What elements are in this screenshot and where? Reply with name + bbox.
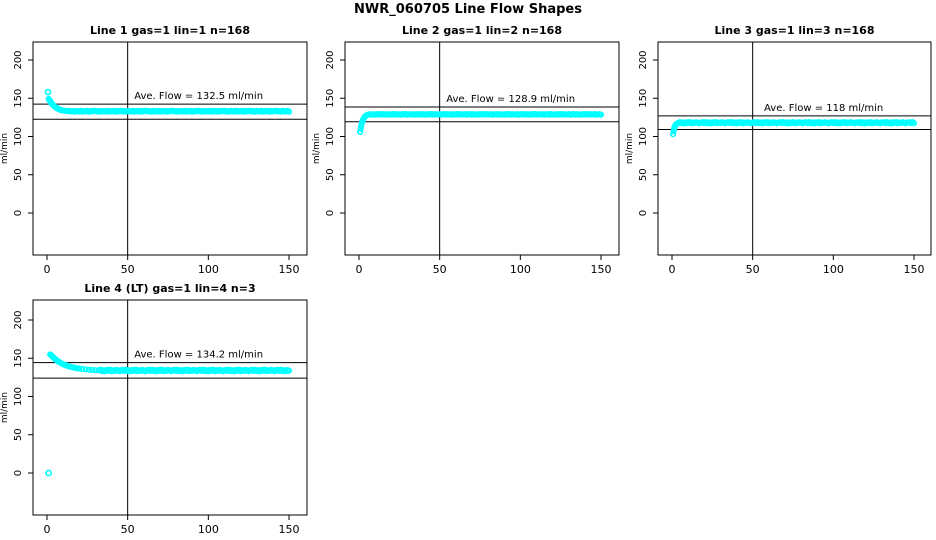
- ave-flow-text: Ave. Flow = 132.5 ml/min: [134, 91, 263, 102]
- x-tick-label: 0: [44, 523, 51, 536]
- plot-box: [344, 41, 620, 256]
- x-tick-label: 150: [590, 263, 611, 276]
- y-tick-label: 0: [638, 210, 649, 216]
- panel1-title: Line 1 gas=1 lin=1 n=168: [89, 24, 250, 37]
- data-point: [910, 120, 918, 127]
- data-points: [357, 110, 605, 136]
- y-tick-label: 50: [13, 428, 24, 441]
- ave-flow-annotation: Ave. Flow = 132.5 ml/min: [134, 91, 263, 102]
- y-tick-label: 100: [13, 387, 24, 406]
- plot-box: [32, 299, 308, 516]
- y-tick-label: 0: [13, 210, 24, 216]
- x-tick-label: 150: [903, 263, 924, 276]
- y-tick-label: 50: [13, 168, 24, 181]
- ave-flow-annotation: Ave. Flow = 134.2 ml/min: [134, 350, 263, 361]
- data-point: [285, 108, 293, 115]
- y-axis-label: ml/min: [625, 133, 635, 164]
- y-axis-label: ml/min: [312, 133, 322, 164]
- ave-flow-annotation: Ave. Flow = 128.9 ml/min: [446, 94, 575, 105]
- chart-panel-line3: 0 50 100 150 0 50 100 150 200 ml/min Ave. Flow = 1…: [625, 41, 932, 276]
- reference-lines: [33, 362, 307, 379]
- plot-box: [657, 41, 932, 256]
- x-tick-label: 0: [669, 263, 676, 276]
- data-point: [357, 128, 364, 136]
- plot-box: [32, 41, 308, 256]
- ave-flow-text: Ave. Flow = 128.9 ml/min: [446, 94, 575, 105]
- y-tick-label: 200: [325, 50, 336, 69]
- y-axis-label: ml/min: [0, 392, 10, 423]
- ave-flow-text: Ave. Flow = 134.2 ml/min: [134, 350, 263, 361]
- y-axis: 0 50 100 150 200 ml/min: [625, 50, 658, 216]
- data-point: [285, 367, 293, 374]
- y-tick-label: 100: [325, 127, 336, 146]
- y-tick-label: 150: [325, 89, 336, 108]
- x-axis: 0 50 100 150: [44, 515, 299, 536]
- reference-lines: [658, 115, 931, 130]
- y-tick-label: 0: [325, 210, 336, 216]
- y-tick-label: 100: [13, 127, 24, 146]
- x-axis: 0 50 100 150: [356, 255, 611, 276]
- y-tick-label: 0: [13, 470, 24, 476]
- y-tick-label: 150: [638, 89, 649, 108]
- y-tick-label: 150: [13, 349, 24, 368]
- chart-panel-line4: 0 50 100 150 0 50 100 150 200 ml/min Ave. Flow = 1…: [0, 299, 308, 536]
- ave-flow-annotation: Ave. Flow = 118 ml/min: [764, 103, 883, 114]
- y-tick-label: 200: [13, 310, 24, 329]
- x-tick-label: 50: [121, 263, 135, 276]
- y-tick-label: 50: [325, 168, 336, 181]
- data-point: [79, 365, 86, 373]
- y-tick-label: 150: [13, 89, 24, 108]
- x-axis: 0 50 100 150: [44, 255, 299, 276]
- panel3-title: Line 3 gas=1 lin=3 n=168: [714, 24, 875, 37]
- x-tick-label: 150: [278, 523, 299, 536]
- x-tick-label: 50: [433, 263, 447, 276]
- reference-lines: [345, 106, 619, 123]
- y-tick-label: 50: [638, 168, 649, 181]
- chart-panel-line1: 0 50 100 150 0 50 100 150 200 ml/min Ave. Flow = 1…: [0, 41, 308, 276]
- data-points: [44, 88, 293, 115]
- y-tick-label: 100: [638, 127, 649, 146]
- panel4-title: Line 4 (LT) gas=1 lin=4 n=3: [84, 282, 256, 295]
- y-axis: 0 50 100 150 200 ml/min: [312, 50, 345, 216]
- y-axis: 0 50 100 150 200 ml/min: [0, 310, 33, 476]
- data-points: [45, 351, 293, 477]
- x-tick-label: 50: [746, 263, 760, 276]
- y-axis: 0 50 100 150 200 ml/min: [0, 50, 33, 216]
- ave-flow-text: Ave. Flow = 118 ml/min: [764, 103, 883, 114]
- data-points: [670, 118, 918, 138]
- reference-lines: [33, 103, 307, 120]
- data-point: [85, 366, 93, 373]
- x-tick-label: 50: [121, 523, 135, 536]
- panel2-title: Line 2 gas=1 lin=2 n=168: [401, 24, 562, 37]
- x-tick-label: 100: [823, 263, 844, 276]
- y-tick-label: 200: [13, 50, 24, 69]
- data-point: [44, 88, 52, 96]
- x-tick-label: 0: [356, 263, 363, 276]
- y-tick-label: 200: [638, 50, 649, 69]
- figure-title: NWR_060705 Line Flow Shapes: [354, 2, 582, 17]
- x-tick-label: 150: [278, 263, 299, 276]
- chart-panel-line2: 0 50 100 150 0 50 100 150 200 ml/min Ave. Flow = 1…: [312, 41, 620, 276]
- data-point: [82, 366, 89, 373]
- y-axis-label: ml/min: [0, 133, 10, 164]
- data-point: [76, 365, 83, 372]
- data-point: [597, 111, 605, 118]
- data-point: [670, 131, 677, 138]
- data-point: [89, 366, 96, 374]
- x-axis: 0 50 100 150: [669, 255, 924, 276]
- x-tick-label: 100: [510, 263, 531, 276]
- x-tick-label: 100: [198, 263, 219, 276]
- x-tick-label: 0: [44, 263, 51, 276]
- x-tick-label: 100: [198, 523, 219, 536]
- data-point: [45, 469, 53, 477]
